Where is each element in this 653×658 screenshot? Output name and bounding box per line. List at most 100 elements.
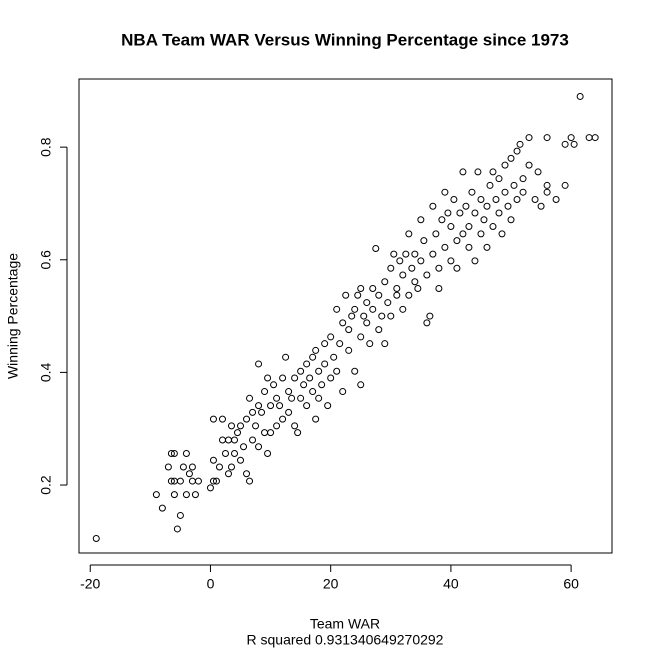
point [228, 463, 236, 471]
point [218, 415, 226, 423]
point [167, 449, 175, 457]
point [576, 92, 584, 100]
point [297, 367, 305, 375]
point [471, 257, 479, 265]
point [288, 394, 296, 402]
point [429, 250, 437, 258]
point [483, 202, 491, 210]
point [462, 202, 470, 210]
point [525, 134, 533, 142]
point [495, 209, 503, 217]
x-tick-label: 0 [207, 576, 215, 592]
point [339, 388, 347, 396]
point [474, 168, 482, 176]
point [333, 367, 341, 375]
point [447, 257, 455, 265]
point [480, 216, 488, 224]
point [510, 181, 518, 189]
point [185, 470, 193, 478]
point [246, 477, 254, 485]
point [513, 196, 521, 204]
point [306, 374, 314, 382]
point [420, 237, 428, 245]
point [591, 134, 599, 142]
plot-frame [78, 78, 613, 554]
point [444, 209, 452, 217]
x-tick-label: -20 [80, 576, 100, 592]
point [411, 278, 419, 286]
point [543, 134, 551, 142]
point [303, 360, 311, 368]
point [402, 250, 410, 258]
point [243, 470, 251, 478]
point [423, 319, 431, 327]
point [224, 470, 232, 478]
point [315, 367, 323, 375]
point [324, 402, 332, 410]
point [477, 230, 485, 238]
point [441, 243, 449, 251]
point [357, 284, 365, 292]
point [206, 484, 214, 492]
point [489, 223, 497, 231]
point [267, 429, 275, 437]
point [249, 436, 257, 444]
point [459, 230, 467, 238]
point [399, 305, 407, 313]
point [215, 463, 223, 471]
y-tick-label: 0.2 [38, 475, 54, 495]
point [525, 161, 533, 169]
point [354, 291, 362, 299]
point [294, 429, 302, 437]
point [405, 230, 413, 238]
point [489, 168, 497, 176]
point [387, 312, 395, 320]
point [435, 264, 443, 272]
point [237, 456, 245, 464]
point [465, 223, 473, 231]
point [501, 188, 509, 196]
x-tick-label: 40 [443, 576, 459, 592]
point [426, 312, 434, 320]
point [465, 243, 473, 251]
point [194, 477, 202, 485]
point [561, 181, 569, 189]
point [339, 319, 347, 327]
point [453, 264, 461, 272]
point [438, 216, 446, 224]
point [531, 196, 539, 204]
point [303, 402, 311, 410]
point [252, 422, 260, 430]
point [429, 202, 437, 210]
point [516, 140, 524, 148]
point [432, 230, 440, 238]
point [411, 250, 419, 258]
y-tick-label: 0.6 [38, 250, 54, 270]
point [231, 449, 239, 457]
point [309, 388, 317, 396]
point [173, 525, 181, 533]
y-tick-label: 0.4 [38, 362, 54, 382]
point [513, 147, 521, 155]
point [300, 381, 308, 389]
point [279, 374, 287, 382]
point [234, 429, 242, 437]
caption: R squared 0.931340649270292 [247, 632, 444, 648]
y-axis-label: Winning Percentage [5, 253, 21, 379]
point [345, 326, 353, 334]
point [221, 449, 229, 457]
point [231, 436, 239, 444]
point [152, 491, 160, 499]
point [378, 312, 386, 320]
point [249, 408, 257, 416]
point [492, 196, 500, 204]
point [330, 353, 338, 361]
point [309, 353, 317, 361]
point [276, 402, 284, 410]
point [264, 449, 272, 457]
point [507, 216, 515, 224]
point [543, 188, 551, 196]
point [501, 161, 509, 169]
x-tick-label: 60 [563, 576, 579, 592]
